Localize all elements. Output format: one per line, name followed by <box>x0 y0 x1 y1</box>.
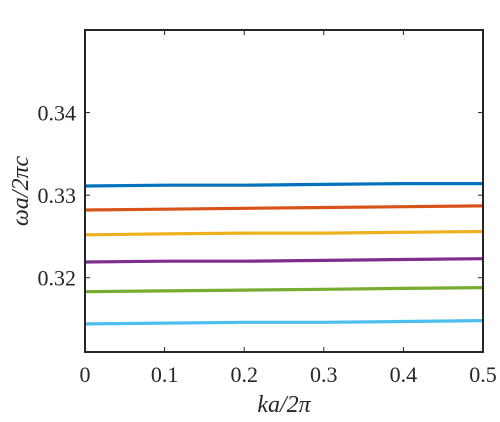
x-tick-label: 0 <box>80 362 91 387</box>
y-tick-label: 0.33 <box>38 183 77 208</box>
x-ticks: 0 0.1 0.2 0.3 0.4 0.5 <box>80 30 497 387</box>
series-line-4 <box>84 257 484 264</box>
series-line-2 <box>84 204 484 212</box>
y-tick-label: 0.34 <box>38 101 77 126</box>
series-layer <box>84 182 484 326</box>
x-tick-label: 0.1 <box>151 362 179 387</box>
x-tick-label: 0.4 <box>390 362 418 387</box>
x-tick-label: 0.5 <box>469 362 497 387</box>
series-line-5 <box>84 286 484 294</box>
axes-box <box>84 29 484 353</box>
y-ticks: 0.32 0.33 0.34 <box>38 101 483 291</box>
x-tick-label: 0.2 <box>230 362 258 387</box>
series-line-3 <box>84 229 484 237</box>
series-line-6 <box>84 319 484 326</box>
y-tick-label: 0.32 <box>38 266 77 291</box>
series-line-1 <box>84 182 483 188</box>
plot-area <box>85 30 483 352</box>
x-tick-label: 0.3 <box>310 362 338 387</box>
x-axis-label: ka/2π <box>257 392 311 418</box>
y-axis-label: ωa/2πc <box>8 156 34 227</box>
